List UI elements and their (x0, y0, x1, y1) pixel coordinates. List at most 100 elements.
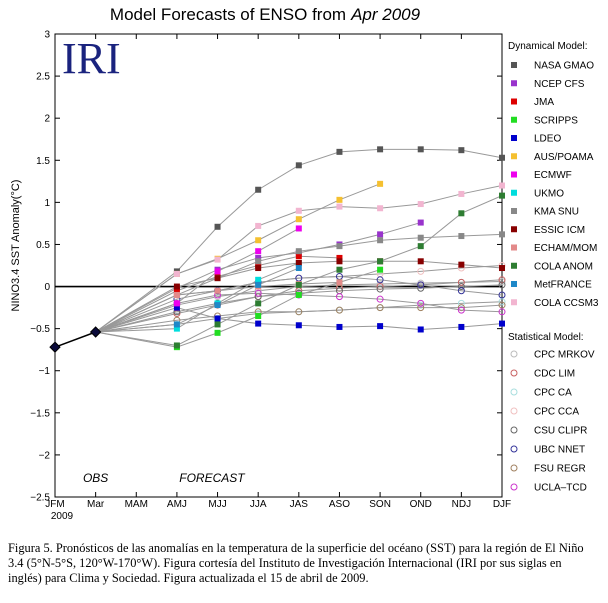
legend-marker (511, 189, 517, 196)
legend-marker (511, 281, 517, 287)
data-point (376, 304, 384, 312)
legend-entry-label: NCEP CFS (534, 79, 585, 90)
data-point (498, 308, 506, 316)
legend-entry-label: ECHAM/MOM (534, 243, 597, 254)
data-point (498, 298, 506, 306)
data-point (255, 222, 262, 229)
data-point (458, 323, 465, 330)
data-point (336, 148, 343, 155)
data-point (214, 302, 221, 309)
data-point (214, 275, 221, 282)
data-point (417, 258, 424, 265)
data-point (499, 265, 505, 272)
legend: Dynamical Model: NASA GMAO NCEP CFS JMA SCRI… (508, 41, 599, 494)
data-point (173, 291, 180, 298)
data-point (255, 281, 262, 288)
data-point (376, 276, 384, 284)
data-point (336, 258, 343, 265)
iri-logo: IRI (62, 34, 121, 83)
legend-entry-label: COLA ANOM (534, 261, 593, 272)
legend-entry-label: JMA (534, 97, 554, 108)
y-tick-label: 2.5 (36, 72, 50, 83)
year-label: 2009 (51, 511, 74, 522)
legend-entry-label: NASA GMAO (534, 61, 594, 72)
series-line (95, 255, 340, 333)
legend-entry-label: UCLA–TCD (534, 483, 587, 494)
data-point (458, 233, 465, 240)
data-point (377, 146, 384, 153)
data-point (295, 308, 303, 316)
legend-entry-label: COLA CCSM3 (534, 298, 599, 309)
series-line (95, 195, 503, 346)
data-point (458, 190, 465, 197)
data-point (173, 304, 180, 311)
data-point (377, 237, 384, 244)
legend-marker (510, 350, 518, 358)
legend-marker (510, 407, 518, 415)
data-point (335, 306, 343, 314)
x-tick-label: MAM (125, 499, 148, 510)
data-point (417, 267, 425, 275)
legend-entry-label: FSU REGR (534, 464, 586, 475)
data-point (214, 329, 221, 336)
data-point (295, 216, 302, 223)
data-point (255, 265, 262, 272)
data-point (255, 300, 262, 307)
data-point (336, 254, 343, 261)
data-point (336, 203, 343, 210)
x-tick-label: ASO (329, 499, 350, 510)
data-point (458, 147, 465, 154)
data-point (295, 162, 302, 169)
y-tick-label: −2.5 (30, 493, 50, 504)
observed-point (89, 326, 102, 338)
chart-title-prefix: Model Forecasts of ENSO from (110, 5, 346, 24)
data-point (336, 323, 343, 330)
y-tick-label: −2 (39, 450, 51, 461)
x-tick-label: MJJ (208, 499, 226, 510)
data-point (336, 243, 343, 250)
legend-marker (510, 483, 518, 491)
data-point (173, 287, 180, 294)
data-point (457, 283, 465, 291)
data-point (255, 320, 262, 327)
legend-marker (510, 426, 518, 434)
data-point (295, 248, 302, 255)
legend-marker (510, 445, 518, 453)
series-line (95, 304, 503, 333)
data-point (458, 261, 465, 268)
forecast-label: FORECAST (179, 471, 246, 485)
legend-marker (511, 116, 517, 123)
y-tick-label: 0.5 (36, 240, 50, 251)
data-point (457, 299, 465, 307)
enso-forecast-chart: Model Forecasts of ENSO from Apr 2009 −2.… (10, 5, 599, 522)
series-line (95, 148, 503, 333)
y-tick-label: 1.5 (36, 156, 50, 167)
obs-label: OBS (83, 471, 108, 485)
legend-marker (510, 369, 518, 377)
data-point (214, 315, 221, 322)
data-point (457, 287, 465, 295)
y-tick-label: 3 (44, 30, 50, 41)
legend-marker (511, 299, 517, 306)
x-tick-label: OND (410, 499, 432, 510)
data-point (498, 276, 506, 284)
chart-title-date: Apr 2009 (350, 5, 421, 24)
data-point (376, 295, 384, 303)
data-point (499, 231, 505, 238)
y-tick-label: −1.5 (30, 408, 50, 419)
legend-entry-label: CDC LIM (534, 369, 575, 380)
legend-marker (511, 153, 517, 160)
data-point (214, 321, 221, 328)
data-point (377, 266, 384, 273)
y-tick-label: 1 (44, 198, 50, 209)
data-point (255, 248, 262, 255)
data-point (173, 283, 180, 290)
x-tick-label: JJA (250, 499, 267, 510)
x-tick-label: Mar (87, 499, 105, 510)
data-point (336, 196, 343, 203)
legend-entry-label: ESSIC ICM (534, 225, 585, 236)
y-tick-label: −0.5 (30, 324, 50, 335)
series-line (95, 233, 503, 333)
data-point (417, 219, 424, 226)
legend-marker (511, 244, 517, 251)
